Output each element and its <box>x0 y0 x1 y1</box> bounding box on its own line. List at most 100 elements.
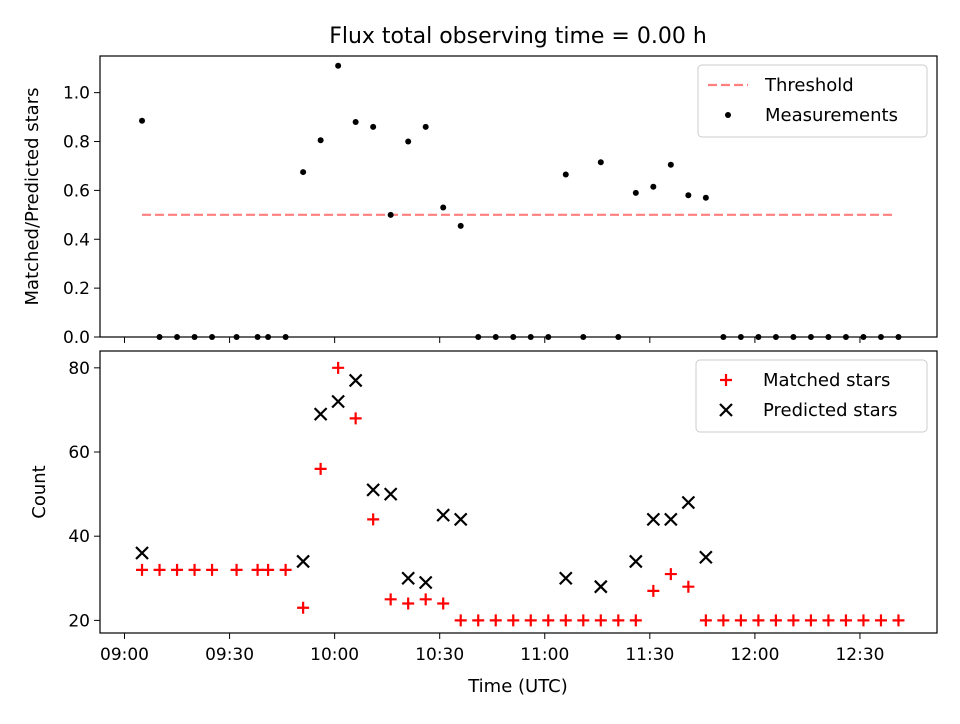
measurements-point <box>702 194 709 201</box>
bottom-y-tick-label: 40 <box>68 527 90 547</box>
matched-stars-point <box>822 614 835 627</box>
top-y-axis-label: Matched/Predicted stars <box>22 88 43 306</box>
measurements-point <box>650 183 657 190</box>
measurements-point <box>265 334 272 340</box>
matched-stars-point <box>857 614 870 627</box>
measurements-point <box>807 334 814 340</box>
matched-stars-point <box>153 563 166 576</box>
matched-stars-point <box>230 563 243 576</box>
measurements-point <box>720 334 727 340</box>
matched-stars-point <box>419 593 432 606</box>
x-tick-label: 10:30 <box>415 645 464 665</box>
legend-threshold-label: Threshold <box>764 75 854 96</box>
matched-stars-point <box>892 614 905 627</box>
x-tick-label: 09:30 <box>205 645 254 665</box>
matched-stars-point <box>664 568 677 581</box>
matched-stars-point <box>507 614 520 627</box>
measurements-point <box>422 123 429 130</box>
measurements-point <box>895 334 902 340</box>
predicted-stars-point <box>418 575 433 590</box>
matched-stars-point <box>454 614 467 627</box>
bottom-y-tick-label: 60 <box>68 443 90 463</box>
measurements-point <box>457 222 464 229</box>
matched-stars-point <box>349 412 362 425</box>
measurements-point <box>254 334 261 340</box>
matched-stars-point <box>332 361 345 374</box>
matched-stars-point <box>367 513 380 526</box>
matched-stars-point <box>577 614 590 627</box>
matched-stars-point <box>188 563 201 576</box>
measurements-point <box>545 334 552 340</box>
matched-stars-point <box>752 614 765 627</box>
matched-stars-point <box>699 614 712 627</box>
top-y-tick-label: 0.0 <box>63 328 90 348</box>
predicted-stars-point <box>401 571 415 586</box>
measurements-point <box>842 334 849 340</box>
predicted-stars-point <box>681 495 696 510</box>
measurements-point <box>632 189 639 196</box>
x-tick-label: 12:30 <box>835 645 884 665</box>
measurements-point <box>877 334 884 340</box>
predicted-stars-point <box>313 407 328 421</box>
matched-stars-point <box>682 580 695 593</box>
measurements-point <box>685 192 692 199</box>
matched-stars-point <box>251 563 264 576</box>
matched-stars-point <box>262 563 275 576</box>
measurements-point <box>615 334 622 340</box>
matched-stars-point <box>171 563 184 576</box>
matched-stars-point <box>297 601 310 614</box>
predicted-stars-point <box>594 579 608 594</box>
measurements-point <box>156 334 163 340</box>
legend-measurements-label: Measurements <box>765 105 898 126</box>
matched-stars-point <box>612 614 625 627</box>
matched-stars-point <box>279 563 292 576</box>
matched-stars-point <box>734 614 747 627</box>
x-axis-label: Time (UTC) <box>467 676 568 697</box>
measurements-point <box>405 138 412 145</box>
predicted-stars-point <box>664 512 678 527</box>
measurements-point <box>492 334 499 340</box>
bottom-y-tick-label: 20 <box>68 611 90 631</box>
top-y-tick-label: 0.2 <box>63 279 90 299</box>
measurements-point <box>825 334 832 340</box>
bottom-y-axis-label: Count <box>29 465 50 518</box>
legend-measurements-swatch <box>725 112 731 118</box>
measurements-point <box>790 334 797 340</box>
matched-stars-point <box>874 614 887 627</box>
measurements-point <box>174 334 181 340</box>
measurements-point <box>755 334 762 340</box>
measurements-point <box>209 334 216 340</box>
measurements-point <box>597 159 604 166</box>
measurements-point <box>440 204 447 211</box>
matched-stars-point <box>314 462 327 475</box>
matched-stars-point <box>136 563 149 576</box>
top-y-tick-label: 0.6 <box>63 181 90 201</box>
predicted-stars-point <box>383 487 398 501</box>
matched-stars-point <box>472 614 485 627</box>
measurements-point <box>860 334 867 340</box>
measurements-point <box>527 334 534 340</box>
matched-stars-point <box>717 614 730 627</box>
matched-stars-point <box>647 584 660 597</box>
bottom-y-tick-label: 80 <box>68 359 90 379</box>
top-y-tick-label: 0.4 <box>63 230 90 250</box>
matched-stars-point <box>629 614 642 627</box>
legend-matched-stars-label: Matched stars <box>763 370 890 391</box>
measurements-point <box>233 334 240 340</box>
matched-stars-point <box>402 597 415 610</box>
measurements-point <box>667 161 674 168</box>
predicted-stars-point <box>436 508 450 522</box>
top-plot-frame <box>99 55 938 338</box>
x-tick-label: 11:00 <box>520 645 569 665</box>
predicted-stars-point <box>348 373 363 388</box>
predicted-stars-point <box>366 483 380 497</box>
top-panel: 0.0 0.2 0.4 0.6 0.8 1.0 Matched/Predicted star… <box>22 55 938 348</box>
measurements-point <box>139 117 146 124</box>
bottom-legend: Matched stars Predicted stars <box>695 359 928 433</box>
measurements-point <box>737 334 744 340</box>
predicted-stars-point <box>453 512 468 527</box>
matched-stars-point <box>437 597 450 610</box>
matched-stars-point <box>384 593 397 606</box>
measurements-point <box>317 137 324 144</box>
